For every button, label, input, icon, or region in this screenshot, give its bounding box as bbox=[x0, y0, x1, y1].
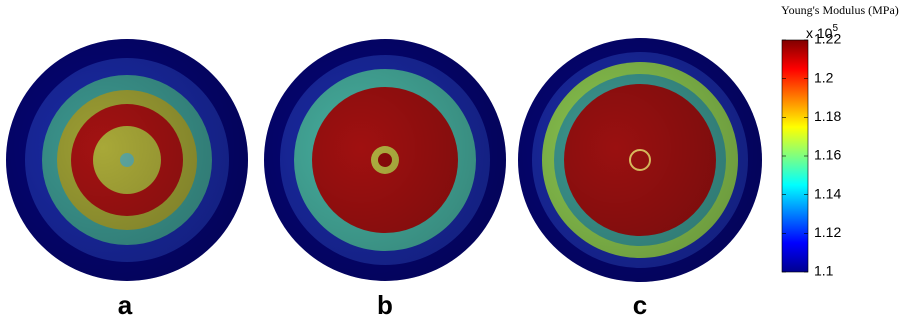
figure: Young's Modulus (MPa) x 105 1.11.121.141… bbox=[0, 0, 913, 323]
tick-label: 1.18 bbox=[814, 108, 841, 124]
disc-c bbox=[518, 38, 762, 282]
disc-b bbox=[264, 39, 506, 281]
tick-label: 1.16 bbox=[814, 147, 841, 163]
tick-label: 1.22 bbox=[814, 31, 841, 47]
disc-a bbox=[6, 39, 248, 281]
panel-label: b bbox=[377, 290, 393, 320]
panel-label: c bbox=[633, 290, 647, 320]
colorbar-title: Young's Modulus (MPa) bbox=[781, 3, 899, 17]
tick-label: 1.12 bbox=[814, 224, 841, 240]
tick-label: 1.14 bbox=[814, 185, 841, 201]
tick-label: 1.1 bbox=[814, 263, 834, 279]
panel-label: a bbox=[118, 290, 133, 320]
tick-label: 1.2 bbox=[814, 69, 834, 85]
